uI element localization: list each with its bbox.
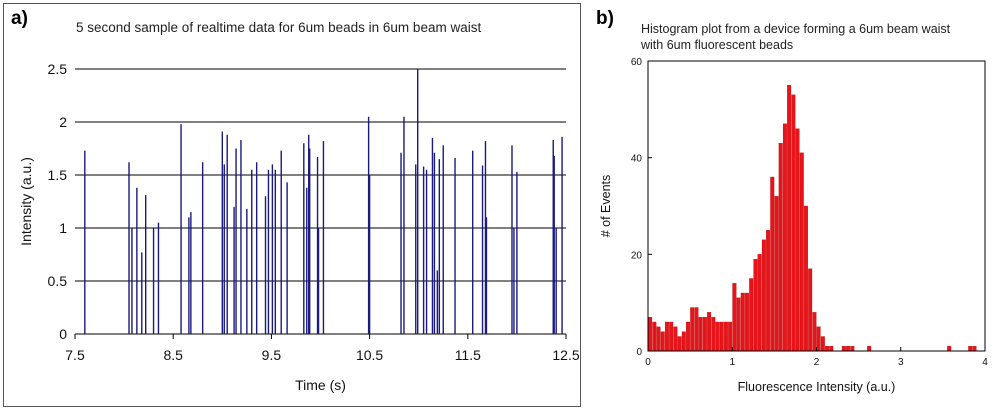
- histogram-bar-7: [677, 336, 682, 352]
- histogram-bar-20: [732, 283, 737, 352]
- histogram-bar-47: [846, 346, 851, 352]
- panel-a-frame: [3, 3, 581, 407]
- y-tick-label-0: 0: [636, 347, 642, 358]
- x-tick-label-2: 9.5: [262, 347, 282, 363]
- histogram-bar-36: [799, 152, 804, 352]
- histogram-bar-28: [766, 230, 771, 352]
- histogram-bar-14: [707, 312, 712, 352]
- histogram-bar-26: [757, 254, 762, 352]
- histogram-bar-77: [972, 346, 977, 352]
- x-axis-label: Time (s): [295, 377, 346, 393]
- histogram-bar-46: [841, 346, 846, 352]
- x-tick-label-2: 2: [814, 357, 820, 368]
- histogram-bar-25: [753, 259, 758, 352]
- y-tick-label-2: 40: [631, 154, 643, 165]
- x-tick-label-4: 11.5: [455, 347, 481, 363]
- histogram-bar-12: [698, 317, 703, 352]
- x-tick-label-5: 12.5: [552, 347, 579, 363]
- y-tick-label-3: 60: [631, 57, 643, 68]
- histogram-bar-37: [804, 205, 808, 352]
- x-tick-label-0: 7.5: [65, 347, 85, 363]
- histogram-bar-52: [867, 346, 872, 352]
- y-tick-label-5: 2.5: [48, 61, 68, 77]
- histogram-bar-30: [774, 196, 779, 352]
- histogram-bar-34: [791, 94, 796, 352]
- histogram-bar-22: [740, 292, 745, 352]
- histogram-bar-31: [778, 143, 783, 352]
- histogram-bar-5: [669, 321, 674, 352]
- y-tick-label-4: 2: [59, 114, 67, 130]
- histogram-bar-0: [648, 317, 653, 352]
- histogram-bar-40: [816, 326, 821, 352]
- histogram-bar-33: [787, 85, 792, 352]
- x-tick-label-1: 8.5: [163, 347, 183, 363]
- chart-b-title-line-2: with 6um fluorescent beads: [641, 38, 794, 52]
- y-tick-label-1: 0.5: [48, 273, 68, 289]
- histogram-bar-32: [782, 123, 787, 352]
- y-tick-label-0: 0: [59, 326, 67, 342]
- histogram-bar-8: [681, 331, 686, 352]
- histogram-bar-23: [745, 292, 749, 352]
- x-tick-label-3: 10.5: [356, 347, 383, 363]
- histogram-bar-1: [652, 321, 657, 352]
- histogram-bar-6: [673, 326, 678, 352]
- histogram-bar-48: [850, 346, 855, 352]
- x-tick-label-4: 4: [982, 357, 988, 368]
- histogram-bar-4: [665, 321, 669, 352]
- panel-label-a: a): [11, 8, 28, 29]
- histogram-bar-41: [820, 336, 825, 352]
- histogram-bar-35: [795, 128, 800, 352]
- histogram-bar-10: [690, 307, 695, 352]
- y-axis-label: # of Events: [599, 175, 613, 238]
- histogram-bar-3: [660, 331, 665, 352]
- fluorescence-histogram-chart: 0 20 40 60 0 1 2 3 4 Fluorescence Intensity (a.u.…: [599, 57, 988, 394]
- y-tick-label-3: 1.5: [48, 167, 68, 183]
- histogram-bar-9: [686, 321, 690, 352]
- histogram-bar-18: [723, 321, 728, 352]
- y-tick-label-1: 20: [631, 250, 643, 261]
- y-tick-label-2: 1: [59, 220, 67, 236]
- histogram-bar-17: [719, 321, 724, 352]
- histogram-bar-13: [702, 317, 707, 352]
- histogram-bar-15: [711, 317, 716, 352]
- histogram-bar-21: [736, 297, 741, 352]
- x-tick-label-3: 3: [898, 357, 904, 368]
- plot-frame: [647, 60, 986, 352]
- histogram-bar-16: [715, 321, 720, 352]
- chart-b-title-line-1: Histogram plot from a device forming a 6…: [641, 22, 951, 36]
- panel-label-b: b): [596, 8, 614, 29]
- histogram-bar-76: [968, 346, 973, 352]
- y-axis-label: Intensity (a.u.): [18, 157, 34, 246]
- histogram-bar-27: [761, 239, 766, 352]
- histogram-bar-29: [770, 176, 775, 352]
- histogram-bar-71: [947, 346, 952, 352]
- histogram-bar-11: [694, 307, 699, 352]
- x-axis-label: Fluorescence Intensity (a.u.): [738, 380, 896, 394]
- x-tick-label-1: 1: [729, 357, 735, 368]
- histogram-bar-24: [749, 278, 754, 352]
- histogram-bar-42: [825, 346, 829, 352]
- histogram-bar-38: [808, 268, 813, 352]
- x-tick-label-0: 0: [645, 357, 651, 368]
- histogram-bar-19: [728, 321, 733, 352]
- histogram-bar-43: [829, 346, 834, 352]
- histogram-bar-39: [812, 312, 817, 352]
- histogram-bar-2: [656, 326, 661, 352]
- chart-a-title: 5 second sample of realtime data for 6um…: [76, 20, 482, 35]
